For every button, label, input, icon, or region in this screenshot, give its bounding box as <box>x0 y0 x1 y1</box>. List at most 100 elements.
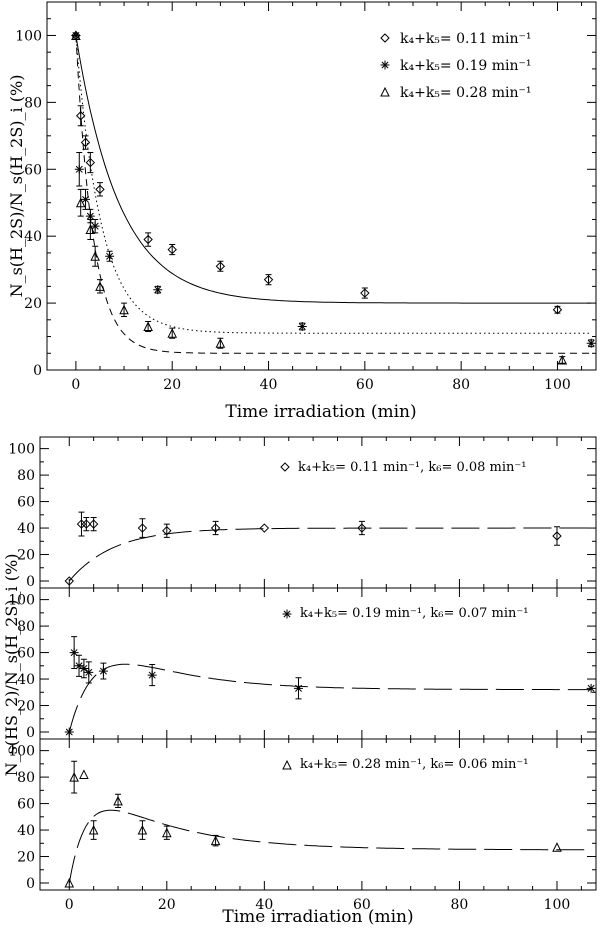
top-point-2-6 <box>105 251 115 261</box>
top-point-3-10 <box>557 354 568 365</box>
top-point-3-5 <box>95 281 105 291</box>
bottom-fit-curve-1 <box>68 527 592 582</box>
top-ytick-label: 60 <box>24 162 42 178</box>
top-point-2-7 <box>153 285 163 295</box>
bottom-panel-2-ytick-label: 20 <box>17 699 35 715</box>
top-point-2-1 <box>71 30 81 40</box>
bottom-panel-3-label: k₄+k₅= 0.28 min⁻¹, k₆= 0.06 min⁻¹ <box>300 757 529 772</box>
bottom-panel-3-xtick-label: 20 <box>158 897 176 913</box>
top-legend-marker-3 <box>380 86 390 97</box>
bottom-panel-3-xtick-label: 60 <box>353 897 371 913</box>
top-point-3-1 <box>71 30 81 40</box>
bottom-point-3-9 <box>552 842 562 852</box>
bottom-point-1-8 <box>259 523 270 533</box>
top-errorbar-1-4 <box>87 152 94 174</box>
bottom-point-1-5 <box>137 523 148 533</box>
bottom-data-points <box>64 511 596 888</box>
bottom-x-axis-label: Time irradiation (min) <box>222 907 413 927</box>
bottom-panel-2-ytick-label: 100 <box>8 593 35 609</box>
top-xtick-label: 20 <box>163 377 181 393</box>
bottom-errorbar-1-2 <box>78 511 85 537</box>
top-point-1-9 <box>263 274 274 285</box>
top-fit-curves <box>75 35 592 354</box>
top-ytick-label: 0 <box>33 363 42 379</box>
top-point-1-10 <box>360 288 370 298</box>
top-xtick-label: 40 <box>260 377 278 393</box>
bottom-panel-3-ytick-label: 100 <box>8 744 35 760</box>
top-errorbar-3-2 <box>77 188 84 217</box>
top-legend: k₄+k₅= 0.11 min⁻¹ k₄+k₅= 0.19 min⁻¹ k₄+k… <box>380 31 532 101</box>
bottom-point-3-2 <box>69 771 79 782</box>
top-point-2-3 <box>81 194 91 204</box>
top-point-3-9 <box>215 338 226 348</box>
top-ytick-label: 80 <box>24 95 42 111</box>
bottom-fit-curve-3 <box>68 809 592 884</box>
bottom-axes <box>40 437 596 890</box>
top-axes <box>47 2 596 371</box>
bottom-panel-2-ytick-label: 80 <box>17 619 35 635</box>
top-fit-curve-3 <box>75 35 592 354</box>
bottom-chart: 0 20 40 60 80 100 0 20 40 60 80 100 0 20 40 60 80 100 0 20 4… <box>2 436 597 927</box>
bottom-panel-1-label: k₄+k₅= 0.11 min⁻¹, k₆= 0.08 min⁻¹ <box>298 460 527 475</box>
top-ytick-label: 20 <box>24 296 42 312</box>
bottom-panel-1-ytick-label: 60 <box>17 495 35 511</box>
top-point-2-4 <box>85 211 95 221</box>
bottom-point-1-4 <box>88 519 99 529</box>
bottom-errorbar-1-5 <box>139 518 146 538</box>
bottom-tick-labels: 0 20 40 60 80 100 0 20 40 60 80 100 0 20 40 60 80 100 0 20 4… <box>8 442 570 913</box>
bottom-panel-2-ytick-label: 40 <box>17 672 35 688</box>
top-xtick-label: 60 <box>356 377 374 393</box>
top-point-1-4 <box>85 157 96 168</box>
top-point-1-3 <box>80 137 91 148</box>
top-point-1-8 <box>215 261 226 271</box>
bottom-point-1-6 <box>162 525 172 536</box>
bottom-point-2-6 <box>98 666 108 676</box>
top-errorbar-3-3 <box>87 218 94 241</box>
bottom-panel-3-ytick-label: 0 <box>26 876 35 892</box>
top-point-3-7 <box>143 321 153 332</box>
top-ytick-label: 40 <box>24 229 42 245</box>
bottom-errorbar-1-10 <box>553 526 560 546</box>
top-point-1-7 <box>167 244 177 255</box>
top-legend-marker-1 <box>380 33 390 43</box>
bottom-panel-1-ytick-label: 80 <box>17 468 35 484</box>
top-legend-label-3: k₄+k₅= 0.28 min⁻¹ <box>400 85 532 101</box>
bottom-point-2-9 <box>586 683 596 693</box>
bottom-panel-3-frame <box>39 738 597 891</box>
bottom-point-3-4 <box>88 824 99 835</box>
top-point-2-8 <box>297 322 307 332</box>
bottom-panel-2-label: k₄+k₅= 0.19 min⁻¹, k₆= 0.07 min⁻¹ <box>300 606 529 621</box>
top-xtick-label: 80 <box>452 377 470 393</box>
bottom-point-2-5 <box>84 667 94 677</box>
top-legend-marker-2 <box>380 60 390 70</box>
top-legend-markers <box>380 33 390 97</box>
top-data-points <box>71 30 596 365</box>
bottom-panel-1-ytick-label: 40 <box>17 521 35 537</box>
bottom-errorbar-3-2 <box>71 760 78 794</box>
bottom-point-3-3 <box>79 769 89 779</box>
bottom-point-3-1 <box>64 877 75 888</box>
top-y-axis-label: N_s(H_2S)/N_s(H_2S)_i (%) <box>7 75 26 298</box>
bottom-point-1-1 <box>64 576 74 586</box>
bottom-errorbar-3-4 <box>90 820 97 840</box>
top-point-1-6 <box>143 234 153 245</box>
bottom-fit-curve-2 <box>68 663 592 733</box>
top-errorbar-1-2 <box>77 105 84 127</box>
bottom-fit-curves <box>68 527 592 884</box>
top-point-3-6 <box>119 304 129 315</box>
top-chart: 0 20 40 60 80 100 0 20 40 60 80 100 k₄+k₅= 0.11 min… <box>7 1 597 422</box>
bottom-y-axis-label: N_s(HS_2)/N_s(H_2S)_i (%) <box>2 554 21 777</box>
bottom-point-3-6 <box>137 824 148 835</box>
bottom-point-1-10 <box>552 531 562 541</box>
bottom-panel-3-ytick-label: 80 <box>17 770 35 786</box>
bottom-point-3-5 <box>113 795 123 806</box>
top-point-3-8 <box>167 328 178 338</box>
top-point-2-9 <box>586 338 596 348</box>
bottom-panel-1-ytick-label: 20 <box>17 548 35 564</box>
bottom-panel-3-xtick-label: 80 <box>451 897 469 913</box>
bottom-panel-3-xtick-label: 40 <box>255 897 273 913</box>
bottom-panel-2-ytick-label: 0 <box>26 725 35 741</box>
bottom-point-1-3 <box>81 519 92 529</box>
top-errorbar-3-4 <box>92 245 99 267</box>
top-ytick-label: 100 <box>15 28 42 44</box>
